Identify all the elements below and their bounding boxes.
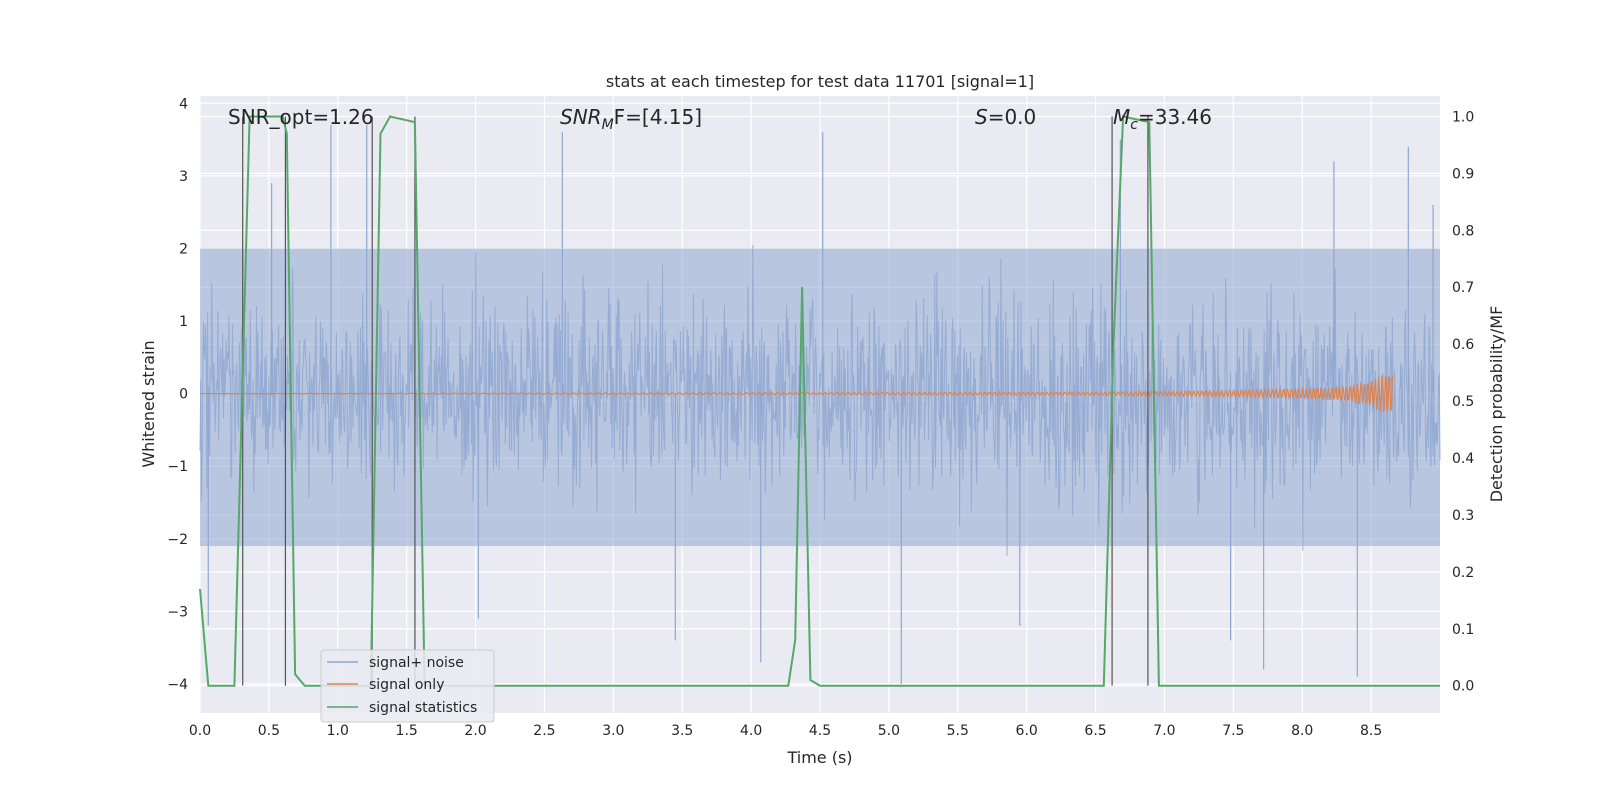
noise-band (200, 248, 1440, 547)
y-ticks-left: 4 3 2 1 0 −1 −2 −3 −4 (167, 96, 188, 693)
legend-label-noise: signal+ noise (369, 655, 464, 671)
noise-series (199, 125, 1441, 684)
x-tick-label: 7.0 (1153, 723, 1175, 739)
y-tick-label-left: 3 (179, 169, 188, 185)
x-tick-label: 7.5 (1222, 723, 1244, 739)
x-tick-label: 3.5 (671, 723, 693, 739)
x-tick-label: 6.5 (1084, 723, 1106, 739)
x-tick-label: 5.0 (878, 723, 900, 739)
mc-sub: c (1130, 117, 1138, 133)
y-tick-label-left: 2 (179, 241, 188, 257)
y-tick-label-right: 0.8 (1452, 223, 1474, 239)
snr-mf-rest: F=[4.15] (614, 105, 702, 129)
x-ticks: 0.0 0.5 1.0 1.5 2.0 2.5 3.0 3.5 4.0 4.5 5.0 5.5 6.0 6… (189, 723, 1382, 739)
x-tick-label: 6.0 (1016, 723, 1038, 739)
x-tick-label: 8.0 (1291, 723, 1313, 739)
y-tick-label-left: −2 (167, 532, 188, 548)
y-tick-label-left: −1 (167, 459, 188, 475)
y-tick-label-left: −4 (167, 677, 188, 693)
s-sym: S (975, 105, 988, 129)
legend: signal+ noise signal only signal statist… (320, 649, 495, 723)
y-tick-label-right: 0.2 (1452, 565, 1474, 581)
y-tick-label-right: 0.4 (1452, 451, 1474, 467)
signal-only-series (200, 375, 1394, 412)
y-tick-label-right: 0.5 (1452, 394, 1474, 410)
s-rest: =0.0 (988, 105, 1037, 129)
y-tick-label-left: 0 (179, 387, 188, 403)
x-tick-label: 3.0 (602, 723, 624, 739)
mc-rest: =33.46 (1138, 105, 1212, 129)
y-tick-label-left: 1 (179, 314, 188, 330)
y-tick-label-left: 4 (179, 96, 188, 112)
statistics-series (199, 115, 1440, 687)
x-tick-label: 8.5 (1360, 723, 1382, 739)
snr-mf-main: SNR (560, 105, 602, 129)
y-axis-label-left: Whitened strain (139, 340, 158, 467)
x-tick-label: 2.0 (464, 723, 486, 739)
y-tick-label-left: −3 (167, 604, 188, 620)
x-tick-label: 1.5 (396, 723, 418, 739)
y-tick-label-right: 0.9 (1452, 166, 1474, 182)
y-axis-label-right: Detection probability/MF (1487, 306, 1506, 503)
x-tick-label: 2.5 (533, 723, 555, 739)
y-ticks-right: 1.0 0.9 0.8 0.7 0.6 0.5 0.4 0.3 0.2 0.1 0.0 (1452, 109, 1474, 694)
x-tick-label: 1.0 (327, 723, 349, 739)
x-axis-label: Time (s) (786, 748, 852, 767)
annotation-snr-mf: SNRMF=[4.15] (560, 105, 702, 133)
legend-label-signal: signal only (369, 677, 444, 693)
y-tick-label-right: 1.0 (1452, 109, 1474, 125)
legend-box (320, 649, 495, 723)
x-tick-label: 0.0 (189, 723, 211, 739)
y-tick-label-right: 0.3 (1452, 508, 1474, 524)
annotation-mc: Mc=33.46 (1113, 105, 1212, 133)
x-tick-label: 4.5 (809, 723, 831, 739)
y-tick-label-right: 0.0 (1452, 679, 1474, 695)
mc-sym: M (1113, 105, 1130, 129)
annotation-s: S=0.0 (975, 105, 1036, 129)
chart-title: stats at each timestep for test data 117… (606, 72, 1034, 91)
x-tick-label: 0.5 (258, 723, 280, 739)
annotation-snr-opt: SNR_opt=1.26 (228, 105, 374, 129)
x-tick-label: 5.5 (947, 723, 969, 739)
y-tick-label-right: 0.6 (1452, 337, 1474, 353)
statistics-line (199, 115, 1440, 687)
signal-only-line (200, 375, 1394, 412)
x-tick-label: 4.0 (740, 723, 762, 739)
y-tick-label-right: 0.1 (1452, 622, 1474, 638)
legend-label-stats: signal statistics (369, 700, 477, 716)
snr-mf-sub: M (602, 117, 614, 133)
y-tick-label-right: 0.7 (1452, 280, 1474, 296)
